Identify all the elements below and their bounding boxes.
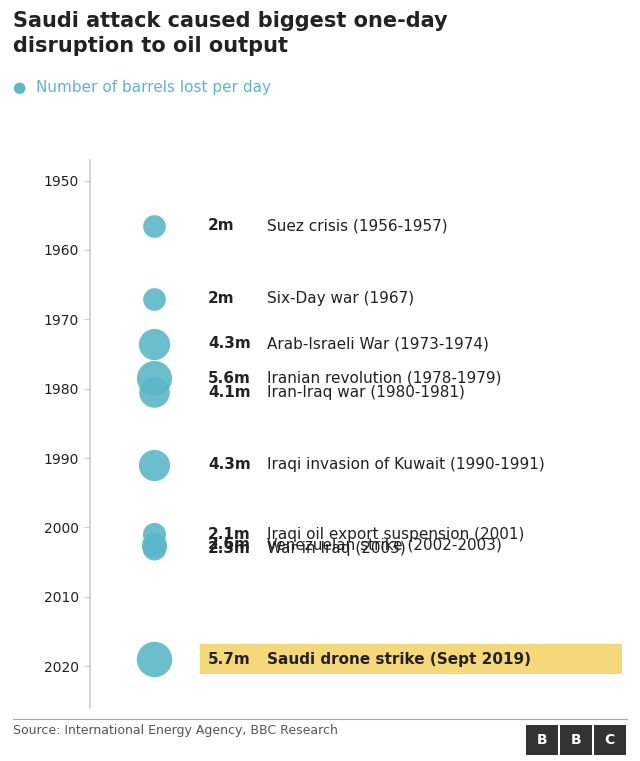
Point — [149, 539, 159, 551]
Text: Iranian revolution (1978-1979): Iranian revolution (1978-1979) — [267, 371, 502, 386]
Bar — [593, 724, 626, 756]
Text: 4.3m: 4.3m — [208, 336, 251, 351]
Point — [149, 386, 159, 398]
Bar — [560, 724, 592, 756]
Text: 2.3m: 2.3m — [208, 541, 251, 556]
Text: C: C — [605, 733, 615, 747]
Point — [149, 220, 159, 232]
Text: 4.1m: 4.1m — [208, 384, 250, 400]
Bar — [526, 724, 559, 756]
Text: Iran-Iraq war (1980-1981): Iran-Iraq war (1980-1981) — [267, 384, 465, 400]
Text: Venezuelan strike (2002-2003): Venezuelan strike (2002-2003) — [267, 537, 502, 552]
Text: Suez crisis (1956-1957): Suez crisis (1956-1957) — [267, 218, 447, 233]
Text: 5.6m: 5.6m — [208, 371, 251, 386]
Text: Saudi attack caused biggest one-day
disruption to oil output: Saudi attack caused biggest one-day disr… — [13, 11, 447, 56]
Text: Saudi drone strike (Sept 2019): Saudi drone strike (Sept 2019) — [267, 651, 531, 667]
Text: Arab-Israeli War (1973-1974): Arab-Israeli War (1973-1974) — [267, 336, 489, 351]
Text: 2.1m: 2.1m — [208, 527, 251, 542]
Text: 5.7m: 5.7m — [208, 651, 251, 667]
Text: Source: International Energy Agency, BBC Research: Source: International Energy Agency, BBC… — [13, 724, 338, 737]
Point — [149, 292, 159, 304]
Text: B: B — [571, 733, 581, 747]
Point — [149, 372, 159, 384]
Text: ●  Number of barrels lost per day: ● Number of barrels lost per day — [13, 80, 271, 95]
Text: Iraqi invasion of Kuwait (1990-1991): Iraqi invasion of Kuwait (1990-1991) — [267, 457, 545, 473]
Text: B: B — [537, 733, 548, 747]
Point — [149, 653, 159, 665]
Point — [149, 542, 159, 554]
Text: 2m: 2m — [208, 218, 234, 233]
Text: Iraqi oil export suspension (2001): Iraqi oil export suspension (2001) — [267, 527, 524, 542]
Point — [149, 528, 159, 540]
Point — [149, 459, 159, 471]
Text: 2m: 2m — [208, 291, 234, 306]
Text: 2.6m: 2.6m — [208, 537, 251, 552]
Text: War in Iraq (2003): War in Iraq (2003) — [267, 541, 406, 556]
Text: 4.3m: 4.3m — [208, 457, 251, 473]
Point — [149, 338, 159, 350]
FancyBboxPatch shape — [200, 644, 622, 674]
Text: Six-Day war (1967): Six-Day war (1967) — [267, 291, 414, 306]
